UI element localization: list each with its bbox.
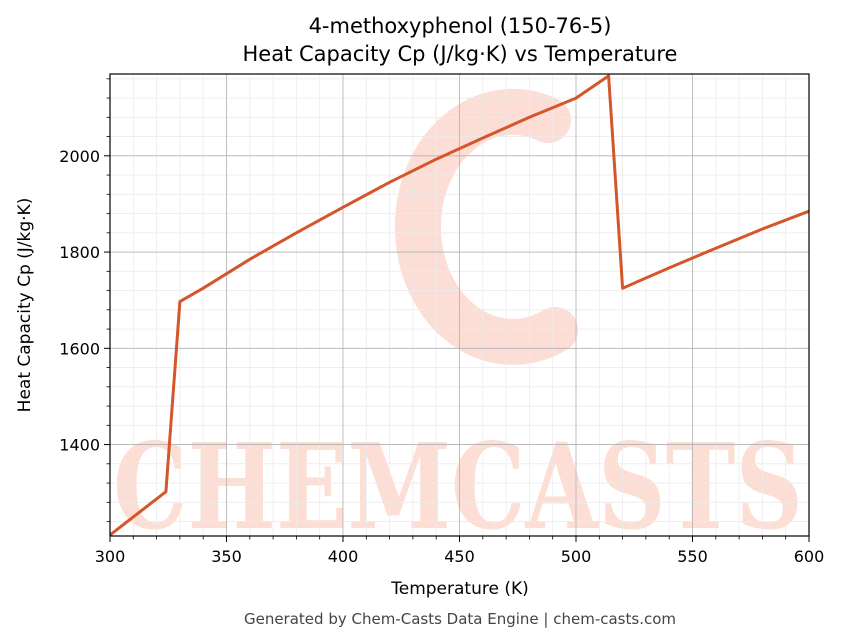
x-tick-label: 600 (794, 547, 825, 566)
footer-credit: Generated by Chem-Casts Data Engine | ch… (244, 610, 676, 628)
x-tick-label: 500 (561, 547, 592, 566)
chemcasts-watermark: CHEMCASTS (113, 88, 803, 556)
y-tick-label: 1600 (59, 339, 100, 358)
y-tick-label: 1800 (59, 243, 100, 262)
y-tick-labels: 1400 1600 1800 2000 (59, 147, 100, 455)
series-line-cp (109, 74, 810, 537)
x-tick-label: 550 (677, 547, 708, 566)
axis-ticks (104, 78, 810, 542)
chart-subtitle: Heat Capacity Cp (J/kg·K) vs Temperature (243, 42, 678, 66)
y-tick-label: 1400 (59, 436, 100, 455)
x-tick-label: 350 (211, 547, 242, 566)
x-tick-labels: 300 350 400 450 500 550 600 (95, 547, 825, 566)
x-tick-label: 300 (95, 547, 126, 566)
chart-title: 4-methoxyphenol (150-76-5) (309, 14, 612, 38)
x-axis-label: Temperature (K) (390, 579, 529, 599)
y-axis-label: Heat Capacity Cp (J/kg·K) (15, 198, 35, 413)
y-tick-label: 2000 (59, 147, 100, 166)
watermark-logo-ring (395, 88, 578, 365)
x-tick-label: 400 (328, 547, 359, 566)
x-tick-label: 450 (444, 547, 475, 566)
watermark-text: CHEMCASTS (113, 417, 803, 556)
